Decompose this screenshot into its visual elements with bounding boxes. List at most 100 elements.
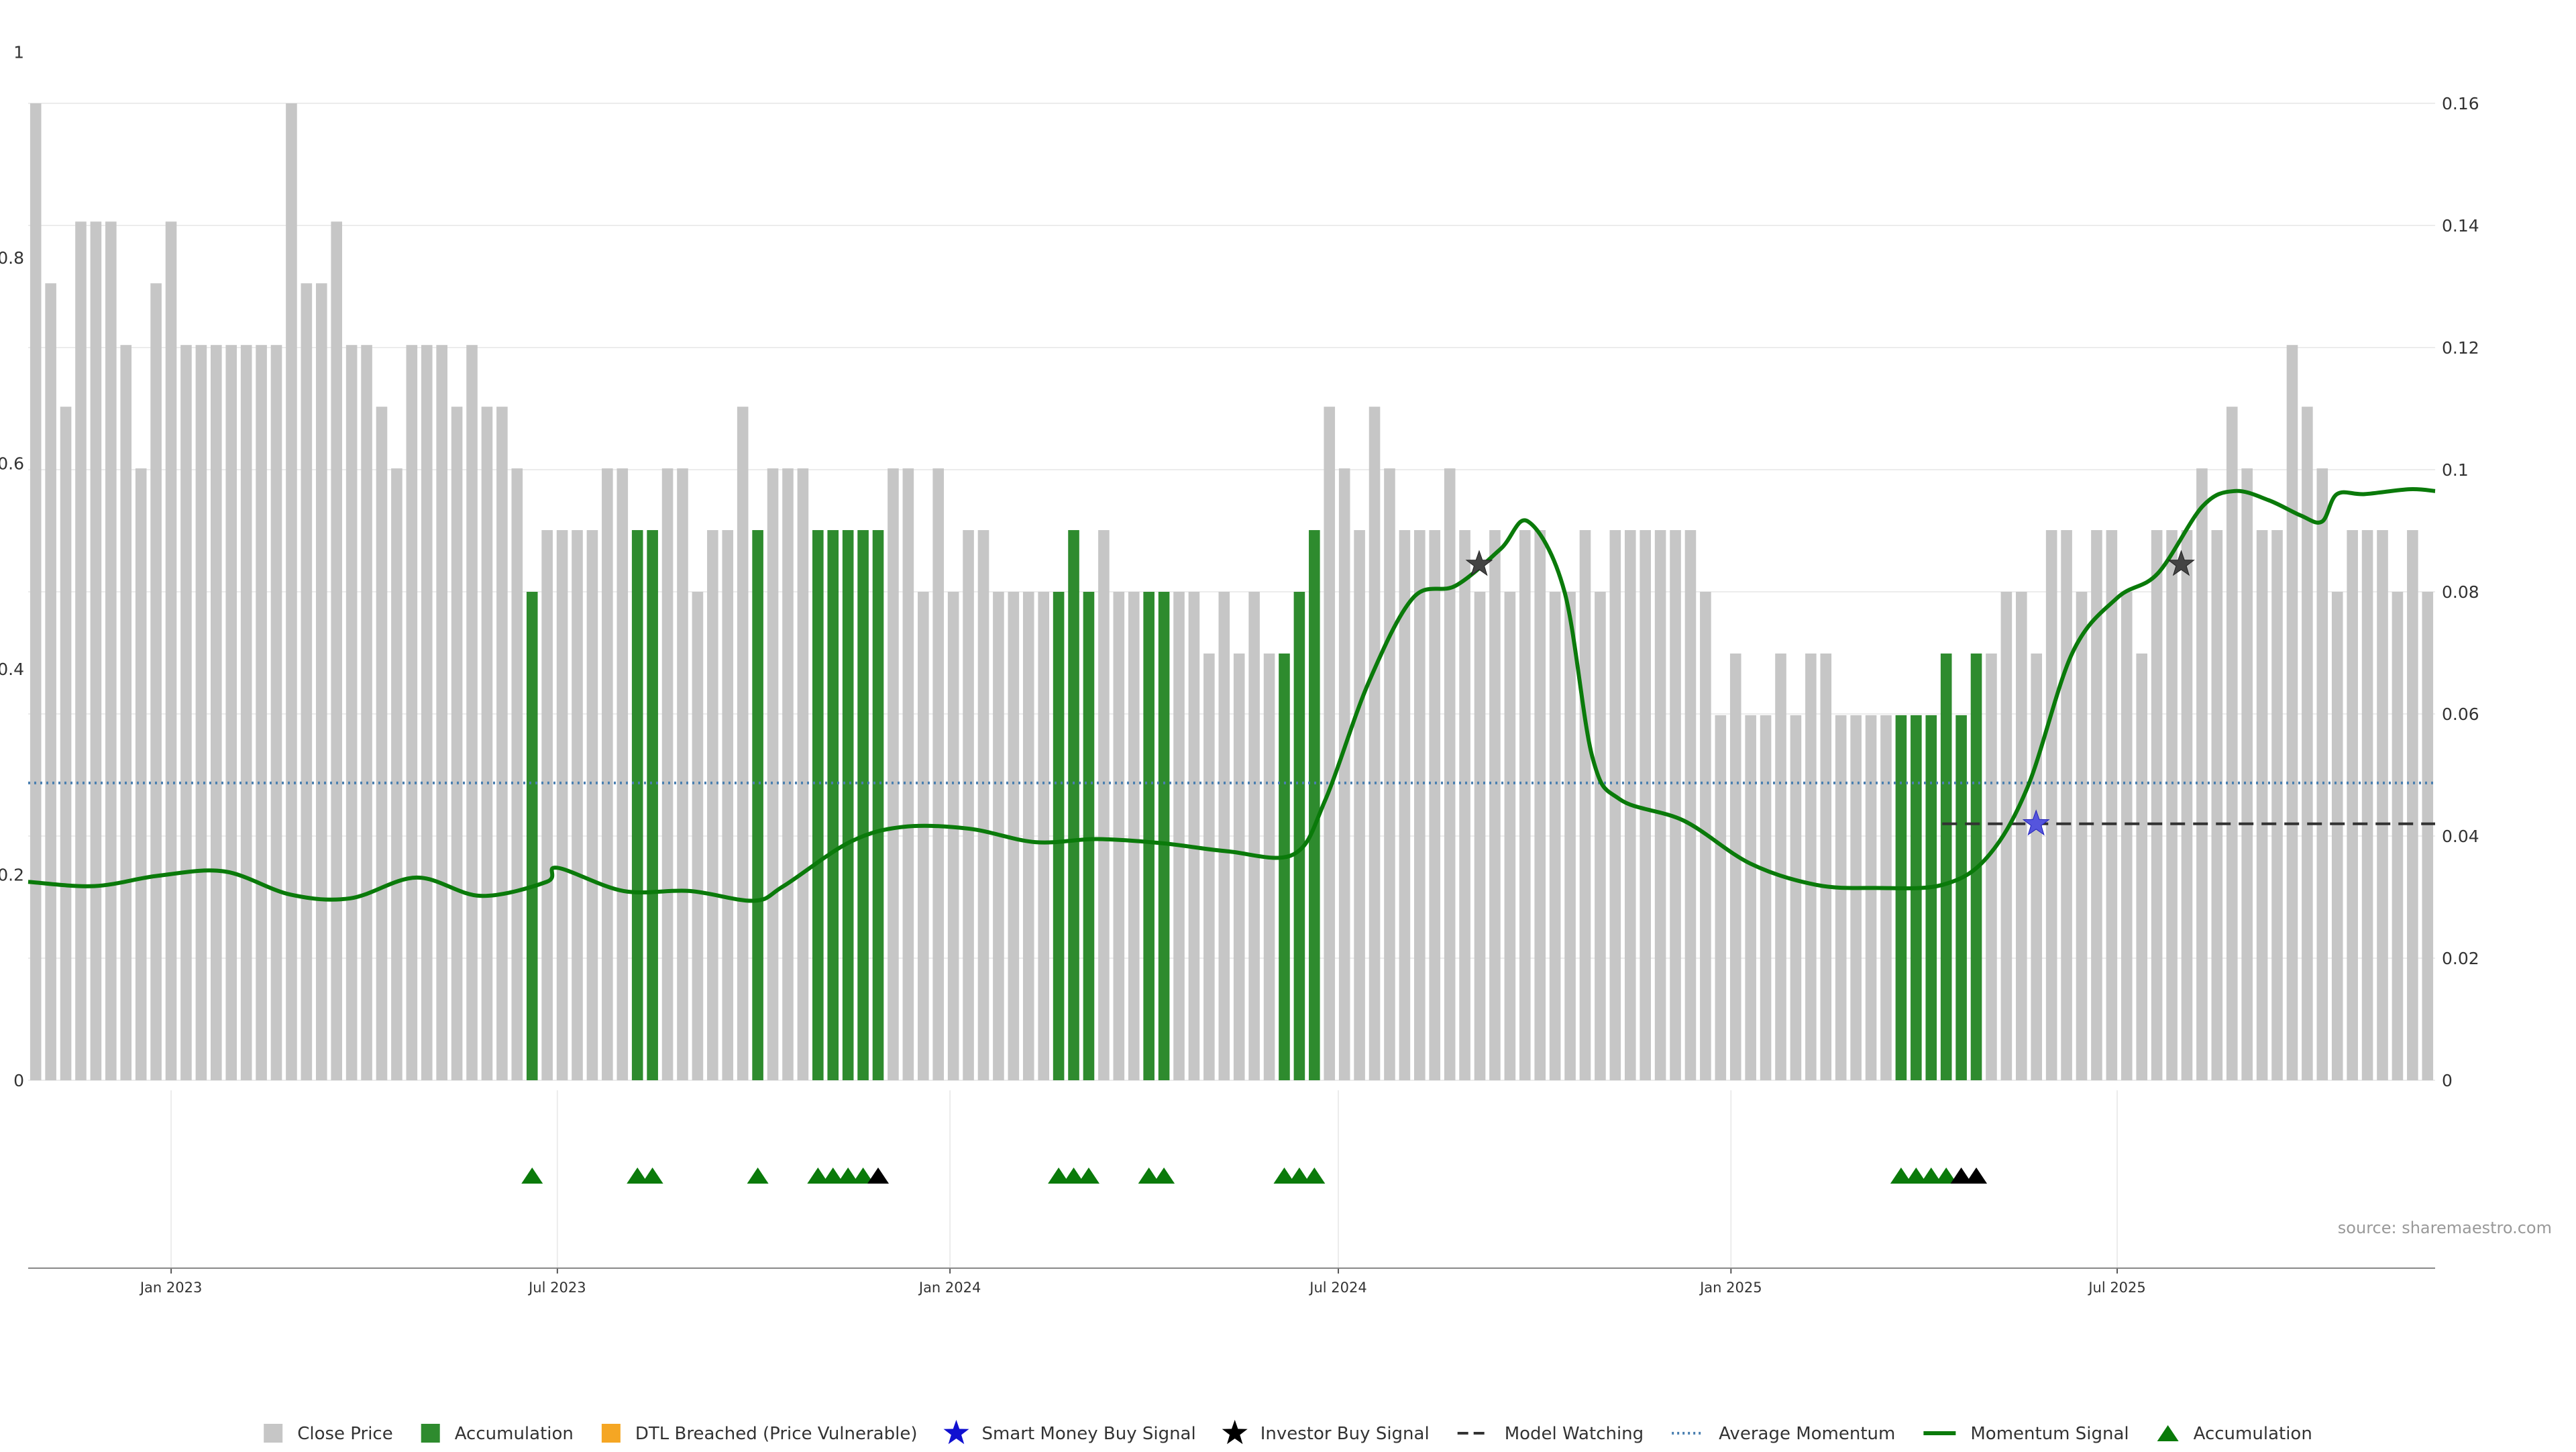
accumulation-triangle-marker: [747, 1168, 769, 1184]
right-axis-tick-label: 0.16: [2442, 94, 2479, 113]
momentum-signal-line: [28, 487, 2436, 903]
close-price-bar: [2316, 468, 2328, 1080]
close-price-bar: [1820, 653, 1832, 1080]
legend-label: Close Price: [297, 1424, 393, 1444]
close-price-bar: [797, 468, 809, 1080]
right-axis-tick-label: 0: [2442, 1071, 2453, 1090]
close-price-bar: [2407, 530, 2418, 1080]
close-price-bar: [1113, 592, 1125, 1080]
close-price-bar: [917, 592, 929, 1080]
source-label: source: sharemaestro.com: [2338, 1218, 2552, 1237]
close-price-bar: [1459, 530, 1470, 1080]
accumulation-bar: [842, 530, 854, 1080]
close-price-bar: [511, 468, 523, 1080]
close-price-bar: [30, 103, 42, 1080]
right-axis-tick-label: 0.08: [2442, 582, 2479, 602]
smart-money-buy-signal-marker: [2022, 809, 2050, 836]
close-price-bar: [180, 345, 192, 1080]
x-axis-tick-label: Jul 2025: [2087, 1280, 2145, 1296]
accumulation-bar: [1053, 592, 1065, 1080]
legend-item: Momentum Signal: [1923, 1424, 2129, 1444]
close-price-bar: [1444, 468, 1456, 1080]
legend-label: Accumulation: [2194, 1424, 2312, 1444]
legend-item: DTL Breached (Price Vulnerable): [601, 1424, 918, 1444]
close-price-bar: [1986, 653, 1997, 1080]
accumulation-triangle-marker: [822, 1168, 844, 1184]
close-price-bar: [391, 468, 402, 1080]
close-price-bar: [722, 530, 734, 1080]
close-price-bar: [2256, 530, 2268, 1080]
close-price-bar: [195, 345, 207, 1080]
close-price-bar: [902, 468, 914, 1080]
close-price-bar: [1233, 653, 1245, 1080]
close-price-bar: [572, 530, 583, 1080]
close-price-bar: [1008, 592, 1020, 1080]
legend-smart-money-star-icon: [943, 1420, 969, 1445]
left-axis-tick-label: 0.6: [0, 454, 24, 473]
close-price-bar: [692, 592, 704, 1080]
legend-item: Average Momentum: [1672, 1424, 1895, 1444]
accumulation-bar: [1895, 715, 1907, 1080]
accumulation-bar: [1925, 715, 1937, 1080]
left-axis-tick-label: 0.8: [0, 248, 24, 268]
close-price-bar: [240, 345, 252, 1080]
close-price-bar: [1324, 407, 1336, 1080]
accumulation-bar: [1309, 530, 1320, 1080]
accumulation-triangle-marker: [867, 1168, 890, 1184]
accumulation-triangle-marker: [1950, 1168, 1972, 1184]
close-price-bar: [1745, 715, 1756, 1080]
close-price-bar: [1263, 653, 1275, 1080]
legend-item: Smart Money Buy Signal: [943, 1420, 1196, 1445]
close-price-bar: [1805, 653, 1817, 1080]
accumulation-triangle-marker: [1966, 1168, 1988, 1184]
close-price-bar: [1564, 592, 1576, 1080]
right-axis-tick-label: 0.06: [2442, 705, 2479, 724]
close-price-bar: [1248, 592, 1260, 1080]
accumulation-bar: [1158, 592, 1170, 1080]
close-price-bar: [782, 468, 794, 1080]
close-price-bar: [1760, 715, 1772, 1080]
close-price-bar: [225, 345, 237, 1080]
x-axis-tick-label: Jul 2024: [1308, 1280, 1366, 1296]
close-price-bar: [1595, 592, 1606, 1080]
close-price-bar: [2016, 592, 2027, 1080]
accumulation-triangle-marker: [1138, 1168, 1160, 1184]
close-price-bar: [1519, 530, 1531, 1080]
close-price-bar: [1549, 592, 1561, 1080]
close-price-bar: [1429, 530, 1441, 1080]
accumulation-triangle-marker: [1048, 1168, 1070, 1184]
close-price-bar: [2121, 592, 2133, 1080]
accumulation-bar: [1940, 653, 1952, 1080]
x-axis-tick-label: Jan 2025: [1699, 1280, 1762, 1296]
left-axis-tick-label: 0.2: [0, 865, 24, 884]
close-price-bar: [2361, 530, 2373, 1080]
close-price-bar: [963, 530, 974, 1080]
legend-item: Model Watching: [1457, 1424, 1644, 1444]
close-price-bar: [301, 283, 313, 1080]
close-price-bar: [1865, 715, 1877, 1080]
close-price-bar: [1579, 530, 1591, 1080]
right-axis-tick-label: 0.1: [2442, 460, 2469, 480]
accumulation-panel: Jan 2023 Jul 2023 Jan 2024 Jul 2024 Jan 2025…: [28, 1090, 2435, 1296]
legend-label: Average Momentum: [1719, 1424, 1895, 1444]
legend-label: Momentum Signal: [1970, 1424, 2129, 1444]
accumulation-triangle-marker: [1153, 1168, 1175, 1184]
close-price-bar: [165, 221, 177, 1080]
accumulation-bar: [526, 592, 538, 1080]
close-price-bar: [2226, 407, 2238, 1080]
close-price-bar: [1022, 592, 1034, 1080]
accumulation-triangle-marker: [1063, 1168, 1085, 1184]
close-price-bar: [2091, 530, 2102, 1080]
close-price-bar: [2151, 530, 2163, 1080]
accumulation-bar: [1955, 715, 1967, 1080]
right-axis-tick-label: 0.14: [2442, 216, 2479, 236]
close-price-bar: [2076, 592, 2088, 1080]
accumulation-triangle-marker: [1303, 1168, 1326, 1184]
close-price-bar: [150, 283, 162, 1080]
close-price-bar: [707, 530, 718, 1080]
close-price-bar: [2422, 592, 2434, 1080]
accumulation-triangle-marker: [1905, 1168, 1927, 1184]
close-price-bar: [496, 407, 508, 1080]
close-price-bar: [1775, 653, 1786, 1080]
accumulation-triangle-marker: [1288, 1168, 1310, 1184]
